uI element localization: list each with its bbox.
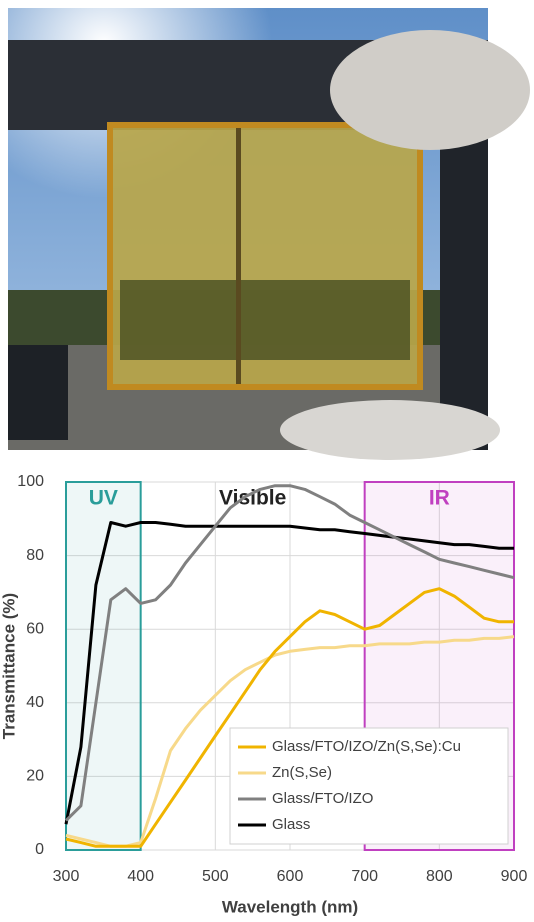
chart: 0 20 40 60 80 100 300 400 500 600 700 800 900 UV IR Vis…	[0, 473, 527, 916]
annotation: Visible	[219, 487, 286, 510]
legend-label: Glass	[272, 816, 310, 833]
legend-label: Zn(S,Se)	[272, 764, 332, 781]
x-tick-label: 600	[277, 868, 304, 885]
x-tick-label: 500	[202, 868, 229, 885]
y-axis-title: Transmittance (%)	[0, 593, 18, 739]
y-tick-label: 100	[17, 473, 44, 490]
region-label: IR	[429, 487, 450, 510]
y-tick-label: 0	[35, 841, 44, 858]
legend-label: Glass/FTO/IZO	[272, 790, 373, 807]
x-tick-label: 800	[426, 868, 453, 885]
y-tick-label: 60	[26, 620, 44, 637]
x-tick-label: 300	[53, 868, 80, 885]
x-axis-title: Wavelength (nm)	[222, 897, 358, 916]
x-tick-label: 400	[127, 868, 154, 885]
region	[66, 482, 141, 850]
region-label: UV	[89, 487, 118, 510]
page: 0 20 40 60 80 100 300 400 500 600 700 800 900 UV IR Vis…	[0, 0, 534, 922]
x-tick-label: 700	[351, 868, 378, 885]
photo	[8, 8, 530, 460]
x-tick-label: 900	[501, 868, 528, 885]
y-tick-label: 40	[26, 694, 44, 711]
y-tick-label: 80	[26, 547, 44, 564]
y-tick-label: 20	[26, 768, 44, 785]
legend-label: Glass/FTO/IZO/Zn(S,Se):Cu	[272, 738, 461, 755]
